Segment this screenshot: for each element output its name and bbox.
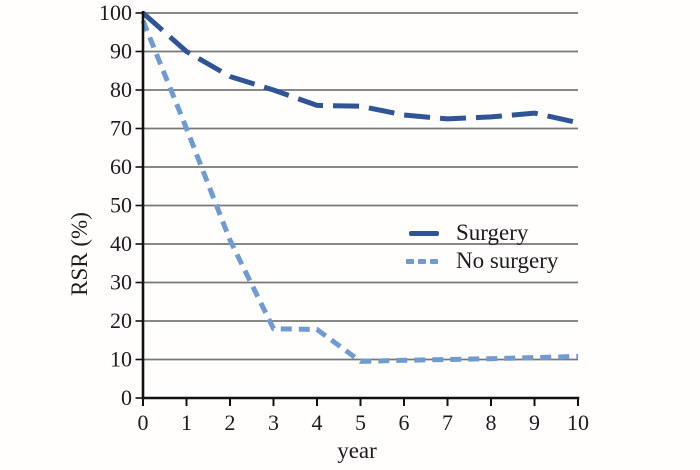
- y-tick-label: 40: [110, 231, 132, 256]
- x-tick-label: 2: [225, 410, 236, 435]
- y-axis-title: RSR (%): [67, 212, 92, 296]
- y-tick-label: 0: [121, 385, 132, 410]
- y-tick-label: 10: [110, 347, 132, 372]
- no-surgery-line-sample-icon: [406, 258, 442, 264]
- legend-item-no-surgery: No surgery: [406, 247, 558, 275]
- legend-label-no-surgery: No surgery: [456, 248, 559, 273]
- x-tick-label: 7: [442, 410, 453, 435]
- x-tick-label: 8: [486, 410, 497, 435]
- series-line-surgery: [141, 11, 579, 126]
- y-tick-label: 20: [110, 308, 132, 333]
- x-tick-label: 1: [181, 410, 192, 435]
- y-tick-label: 90: [110, 39, 132, 64]
- legend: Surgery No surgery: [406, 219, 558, 275]
- series-line-no-surgery: [140, 19, 579, 364]
- y-tick-label: 70: [110, 116, 132, 141]
- x-tick-label: 3: [268, 410, 279, 435]
- y-tick-label: 80: [110, 77, 132, 102]
- y-tick-label: 100: [99, 0, 132, 25]
- surgery-line-sample-icon: [406, 230, 442, 236]
- x-axis-title: year: [337, 438, 377, 463]
- y-tick-label: 50: [110, 193, 132, 218]
- x-tick-label: 10: [567, 410, 589, 435]
- legend-label-surgery: Surgery: [456, 220, 529, 245]
- x-tick-label: 6: [399, 410, 410, 435]
- x-tick-label: 9: [529, 410, 540, 435]
- y-tick-label: 30: [110, 270, 132, 295]
- x-tick-label: 5: [355, 410, 366, 435]
- x-tick-label: 4: [312, 410, 323, 435]
- x-tick-label: 0: [138, 410, 149, 435]
- y-tick-label: 60: [110, 154, 132, 179]
- legend-item-surgery: Surgery: [406, 219, 558, 247]
